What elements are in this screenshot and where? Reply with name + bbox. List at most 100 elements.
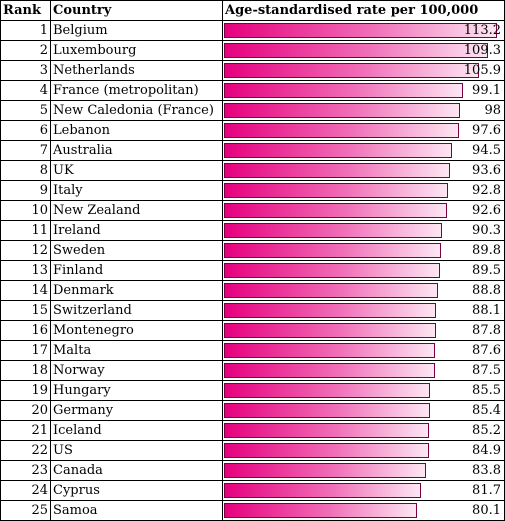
rate-header: Age-standardised rate per 100,000 [222, 0, 505, 21]
rate-value-label: 92.6 [472, 203, 501, 218]
rate-cell: 90.3 [222, 220, 505, 241]
country-cell: New Caledonia (France) [50, 100, 223, 121]
rank-cell: 18 [0, 360, 51, 381]
rate-bar [224, 243, 441, 258]
rate-value-label: 88.1 [472, 303, 501, 318]
country-cell: Finland [50, 260, 223, 281]
rate-cell: 92.8 [222, 180, 505, 201]
rank-cell: 11 [0, 220, 51, 241]
rate-bar [224, 223, 442, 238]
rate-bar [224, 43, 488, 58]
table-row: 7 Australia 94.5 [0, 140, 505, 161]
rate-bar [224, 83, 463, 98]
rate-cell: 89.8 [222, 240, 505, 261]
rate-cell: 89.5 [222, 260, 505, 281]
country-cell: Hungary [50, 380, 223, 401]
table-row: 4 France (metropolitan) 99.1 [0, 80, 505, 101]
rank-cell: 5 [0, 100, 51, 121]
rate-value-label: 85.4 [472, 403, 501, 418]
rank-cell: 7 [0, 140, 51, 161]
rank-cell: 13 [0, 260, 51, 281]
rank-cell: 23 [0, 460, 51, 481]
country-cell: Germany [50, 400, 223, 421]
rate-bar [224, 183, 448, 198]
rate-bar [224, 403, 430, 418]
table-row: 18 Norway 87.5 [0, 360, 505, 381]
rate-bar [224, 463, 426, 478]
table-row: 9 Italy 92.8 [0, 180, 505, 201]
country-cell: Sweden [50, 240, 223, 261]
rate-cell: 92.6 [222, 200, 505, 221]
country-cell: US [50, 440, 223, 461]
rate-value-label: 94.5 [472, 143, 501, 158]
table-body: 1 Belgium 113.2 2 Luxembourg 109.3 3 Netherland… [0, 20, 505, 521]
rate-cell: 83.8 [222, 460, 505, 481]
rate-bar [224, 363, 435, 378]
rate-cell: 88.1 [222, 300, 505, 321]
table-row: 22 US 84.9 [0, 440, 505, 461]
rate-cell: 97.6 [222, 120, 505, 141]
rate-cell: 113.2 [222, 20, 505, 41]
rate-bar [224, 283, 438, 298]
rate-bar [224, 203, 447, 218]
country-cell: Samoa [50, 500, 223, 521]
rate-cell: 87.8 [222, 320, 505, 341]
rate-cell: 88.8 [222, 280, 505, 301]
country-cell: Montenegro [50, 320, 223, 341]
rate-value-label: 90.3 [472, 223, 501, 238]
rate-bar [224, 323, 436, 338]
table-row: 19 Hungary 85.5 [0, 380, 505, 401]
rate-value-label: 98 [484, 103, 501, 118]
rate-value-label: 99.1 [472, 83, 501, 98]
rate-value-label: 87.5 [472, 363, 501, 378]
table-row: 16 Montenegro 87.8 [0, 320, 505, 341]
table-row: 12 Sweden 89.8 [0, 240, 505, 261]
rate-bar [224, 423, 429, 438]
table-row: 23 Canada 83.8 [0, 460, 505, 481]
rate-cell: 84.9 [222, 440, 505, 461]
country-cell: France (metropolitan) [50, 80, 223, 101]
table-row: 15 Switzerland 88.1 [0, 300, 505, 321]
rate-value-label: 89.8 [472, 243, 501, 258]
rate-cell: 87.6 [222, 340, 505, 361]
country-cell: Cyprus [50, 480, 223, 501]
rate-value-label: 113.2 [463, 23, 501, 38]
rank-cell: 16 [0, 320, 51, 341]
rank-cell: 6 [0, 120, 51, 141]
rank-cell: 21 [0, 420, 51, 441]
rate-bar [224, 443, 429, 458]
table-row: 3 Netherlands 105.9 [0, 60, 505, 81]
rank-header: Rank [0, 0, 51, 21]
rate-value-label: 83.8 [472, 463, 501, 478]
rate-bar [224, 503, 417, 518]
country-cell: New Zealand [50, 200, 223, 221]
rate-cell: 85.4 [222, 400, 505, 421]
rate-cell: 81.7 [222, 480, 505, 501]
rate-value-label: 88.8 [472, 283, 501, 298]
rate-value-label: 105.9 [463, 63, 501, 78]
rank-cell: 17 [0, 340, 51, 361]
rate-value-label: 87.8 [472, 323, 501, 338]
country-cell: UK [50, 160, 223, 181]
rate-cell: 105.9 [222, 60, 505, 81]
country-cell: Australia [50, 140, 223, 161]
country-cell: Italy [50, 180, 223, 201]
rate-value-label: 89.5 [472, 263, 501, 278]
table-row: 21 Iceland 85.2 [0, 420, 505, 441]
table-row: 25 Samoa 80.1 [0, 500, 505, 521]
rank-cell: 25 [0, 500, 51, 521]
rate-bar [224, 483, 421, 498]
rate-value-label: 92.8 [472, 183, 501, 198]
rate-value-label: 81.7 [472, 483, 501, 498]
table-row: 8 UK 93.6 [0, 160, 505, 181]
rank-cell: 20 [0, 400, 51, 421]
rate-value-label: 93.6 [472, 163, 501, 178]
table-row: 17 Malta 87.6 [0, 340, 505, 361]
rank-cell: 19 [0, 380, 51, 401]
header-row: Rank Country Age-standardised rate per 1… [0, 0, 505, 21]
rank-cell: 1 [0, 20, 51, 41]
rate-bar [224, 23, 497, 38]
rate-value-label: 84.9 [472, 443, 501, 458]
country-cell: Denmark [50, 280, 223, 301]
country-cell: Norway [50, 360, 223, 381]
